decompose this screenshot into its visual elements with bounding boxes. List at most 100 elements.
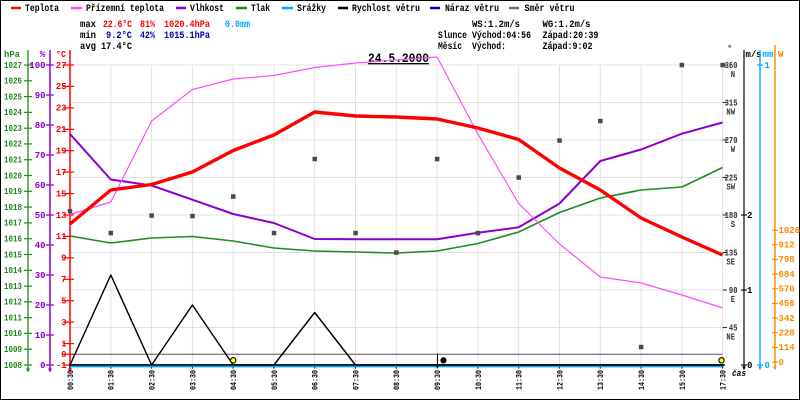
svg-text:°C: °C	[56, 50, 67, 60]
svg-text:13:30: 13:30	[597, 370, 606, 390]
svg-text:798: 798	[779, 255, 795, 265]
svg-text:mm: mm	[763, 50, 775, 60]
svg-text:17.4°C: 17.4°C	[101, 41, 132, 53]
svg-text:0: 0	[779, 358, 784, 368]
svg-text:1: 1	[61, 339, 67, 349]
svg-text:228: 228	[779, 329, 795, 339]
svg-text:1: 1	[765, 61, 771, 71]
svg-text:912: 912	[779, 241, 795, 251]
svg-text:27: 27	[56, 61, 67, 71]
svg-text:00:30: 00:30	[67, 370, 76, 390]
svg-text:-1: -1	[56, 361, 67, 371]
svg-text:25: 25	[56, 82, 67, 92]
svg-text:1020.4hPa: 1020.4hPa	[164, 19, 210, 31]
svg-text:Východ:: Východ:	[472, 41, 506, 53]
svg-text:180: 180	[725, 211, 738, 221]
svg-text:Západ:9:02: Západ:9:02	[543, 41, 593, 53]
svg-text:15: 15	[56, 189, 67, 199]
svg-text:W: W	[731, 145, 736, 155]
svg-text:0: 0	[40, 361, 45, 371]
svg-text:avg: avg	[80, 42, 96, 53]
svg-text:1021: 1021	[4, 156, 22, 166]
svg-text:81%: 81%	[140, 20, 155, 31]
svg-text:1020: 1020	[4, 171, 22, 181]
svg-text:70: 70	[35, 151, 46, 161]
svg-text:01:30: 01:30	[108, 370, 117, 390]
svg-text:°: °	[727, 44, 732, 54]
svg-text:NE: NE	[726, 332, 735, 342]
svg-text:24.5.2000: 24.5.2000	[368, 51, 429, 66]
svg-text:114: 114	[779, 343, 796, 353]
svg-text:11:30: 11:30	[516, 370, 525, 390]
svg-text:%: %	[40, 50, 46, 60]
svg-text:S: S	[731, 220, 736, 230]
svg-text:315: 315	[725, 98, 738, 108]
svg-text:04:30: 04:30	[230, 370, 239, 390]
svg-text:10: 10	[35, 331, 46, 341]
svg-text:1: 1	[747, 286, 753, 296]
svg-text:19: 19	[56, 147, 67, 157]
svg-text:Tlak: Tlak	[251, 3, 270, 15]
svg-text:1026: 1026	[779, 226, 800, 236]
svg-text:1019: 1019	[4, 187, 22, 197]
svg-text:12:30: 12:30	[556, 370, 565, 390]
svg-text:Východ:04:56: Východ:04:56	[472, 30, 531, 42]
svg-text:1012: 1012	[4, 298, 22, 308]
svg-text:1023: 1023	[4, 124, 22, 134]
svg-text:135: 135	[725, 248, 738, 258]
svg-text:Přízemní teplota: Přízemní teplota	[86, 3, 164, 15]
svg-text:80: 80	[35, 121, 46, 131]
svg-text:0: 0	[61, 350, 66, 360]
svg-text:45: 45	[729, 323, 738, 333]
svg-text:456: 456	[779, 299, 795, 309]
svg-text:1022: 1022	[4, 140, 22, 150]
svg-text:SE: SE	[726, 257, 735, 267]
svg-text:5: 5	[61, 297, 66, 307]
svg-text:17: 17	[56, 168, 67, 178]
svg-text:7: 7	[61, 275, 66, 285]
svg-text:1013: 1013	[4, 282, 22, 292]
svg-text:342: 342	[779, 314, 795, 324]
svg-text:42%: 42%	[140, 31, 155, 42]
svg-text:225: 225	[725, 173, 738, 183]
svg-text:1017: 1017	[4, 219, 22, 229]
svg-text:1009: 1009	[4, 345, 22, 355]
svg-text:0: 0	[765, 361, 770, 371]
svg-text:SW: SW	[726, 182, 735, 192]
svg-text:06:30: 06:30	[312, 370, 321, 390]
svg-text:W: W	[778, 50, 784, 60]
svg-text:2: 2	[747, 211, 752, 221]
svg-text:Srážky: Srážky	[297, 3, 326, 15]
svg-text:Směr větru: Směr větru	[525, 3, 575, 15]
svg-text:1016: 1016	[4, 235, 22, 245]
svg-text:1015.1hPa: 1015.1hPa	[164, 30, 210, 42]
svg-text:1010: 1010	[4, 329, 22, 339]
svg-text:100: 100	[29, 61, 45, 71]
svg-text:1008: 1008	[4, 361, 22, 371]
svg-text:15:30: 15:30	[679, 370, 688, 390]
svg-text:40: 40	[35, 241, 46, 251]
svg-text:570: 570	[779, 285, 795, 295]
svg-text:14:30: 14:30	[638, 370, 647, 390]
svg-text:13: 13	[56, 211, 67, 221]
svg-text:1014: 1014	[4, 266, 22, 276]
svg-text:9: 9	[61, 254, 66, 264]
svg-text:02:30: 02:30	[149, 370, 158, 390]
svg-text:Teplota: Teplota	[25, 3, 59, 15]
svg-text:1018: 1018	[4, 203, 22, 213]
svg-text:min: min	[80, 30, 96, 42]
svg-text:Západ:20:39: Západ:20:39	[543, 30, 599, 42]
svg-text:90: 90	[729, 286, 738, 296]
svg-text:E: E	[731, 295, 736, 305]
svg-text:WG:1.2m/s: WG:1.2m/s	[543, 19, 591, 31]
svg-text:60: 60	[35, 181, 46, 191]
svg-text:WS:1.2m/s: WS:1.2m/s	[472, 19, 520, 31]
svg-text:05:30: 05:30	[271, 370, 280, 390]
svg-text:Rychlost větru: Rychlost větru	[352, 3, 420, 15]
svg-text:N: N	[731, 70, 735, 80]
svg-text:360: 360	[725, 61, 738, 71]
svg-text:10:30: 10:30	[475, 370, 484, 390]
svg-text:90: 90	[35, 91, 46, 101]
svg-text:max: max	[80, 20, 96, 31]
svg-text:21: 21	[56, 125, 67, 135]
